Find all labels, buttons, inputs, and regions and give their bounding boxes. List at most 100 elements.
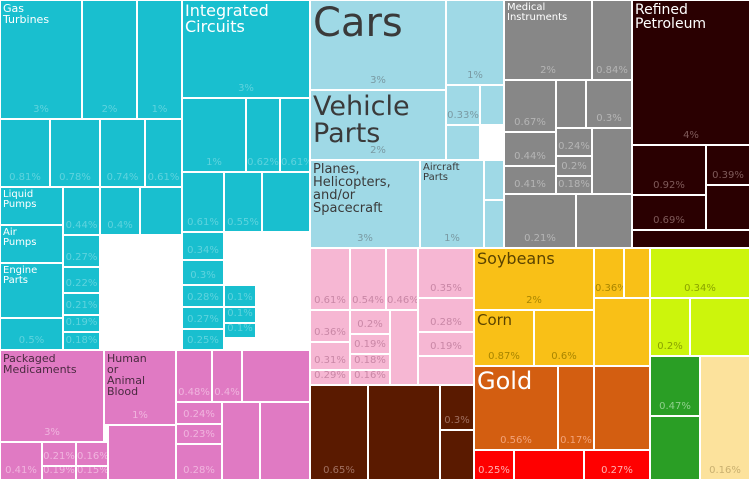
treemap-tile[interactable]: 0.36%: [310, 310, 350, 342]
treemap-tile[interactable]: 0.27%: [63, 235, 100, 267]
treemap-tile[interactable]: 0.54%: [350, 248, 386, 310]
treemap-tile[interactable]: 0.67%: [504, 80, 556, 132]
treemap-tile[interactable]: [556, 80, 586, 128]
treemap-tile[interactable]: 0.81%: [0, 119, 50, 187]
treemap-tile[interactable]: [242, 350, 310, 402]
treemap-tile[interactable]: 0.16%: [350, 370, 390, 385]
treemap-tile[interactable]: [690, 298, 750, 356]
treemap-tile[interactable]: 0.2%: [650, 298, 690, 356]
treemap-tile[interactable]: 0.5%: [0, 318, 63, 350]
treemap-tile[interactable]: 0.24%: [556, 128, 592, 156]
treemap-tile[interactable]: Gold 0.56%: [474, 366, 558, 450]
treemap-tile[interactable]: 0.16%: [700, 356, 750, 480]
treemap-tile[interactable]: [650, 416, 700, 480]
treemap-tile[interactable]: [418, 356, 474, 385]
treemap-tile[interactable]: Refined Petroleum 4%: [632, 0, 750, 145]
treemap-tile[interactable]: 0.19%: [63, 315, 100, 332]
treemap-tile[interactable]: 0.1%: [224, 285, 256, 307]
treemap-tile[interactable]: 0.18%: [350, 354, 390, 370]
treemap-tile[interactable]: Corn 0.87%: [474, 310, 534, 366]
treemap-tile[interactable]: 1%: [446, 0, 504, 85]
treemap-tile[interactable]: [368, 385, 440, 480]
treemap-tile[interactable]: 0.21%: [63, 293, 100, 315]
treemap-tile[interactable]: 0.2%: [556, 156, 592, 176]
treemap-tile[interactable]: Liquid Pumps: [0, 187, 63, 225]
treemap-tile[interactable]: 0.62%: [246, 98, 280, 172]
treemap-tile[interactable]: 0.24%: [176, 402, 222, 424]
treemap-tile[interactable]: Cars 3%: [310, 0, 446, 90]
treemap-tile[interactable]: 0.19%: [350, 334, 390, 354]
treemap-tile[interactable]: 0.3%: [182, 260, 224, 285]
treemap-tile[interactable]: 0.34%: [650, 248, 750, 298]
treemap-tile[interactable]: 0.61%: [310, 248, 350, 310]
treemap-tile[interactable]: [260, 402, 310, 480]
treemap-tile[interactable]: 0.4%: [100, 187, 140, 235]
treemap-tile[interactable]: [576, 194, 632, 248]
treemap-tile[interactable]: 0.17%: [558, 366, 594, 450]
treemap-tile[interactable]: 0.69%: [632, 195, 706, 230]
treemap-tile[interactable]: 0.65%: [310, 385, 368, 480]
treemap-tile[interactable]: [592, 128, 632, 194]
treemap-tile[interactable]: Human or Animal Blood 1%: [104, 350, 176, 425]
treemap-tile[interactable]: [108, 425, 176, 480]
treemap-tile[interactable]: [440, 430, 474, 480]
treemap-tile[interactable]: [632, 230, 750, 248]
treemap-tile[interactable]: 0.22%: [63, 267, 100, 293]
treemap-tile[interactable]: [624, 248, 650, 298]
treemap-tile[interactable]: 0.15%: [76, 466, 108, 480]
treemap-tile[interactable]: 2%: [82, 0, 137, 119]
treemap-tile[interactable]: 0.1%: [224, 323, 256, 338]
treemap-tile[interactable]: [390, 310, 418, 385]
treemap-tile[interactable]: 0.41%: [504, 166, 556, 194]
treemap-tile[interactable]: 0.39%: [706, 145, 750, 185]
treemap-tile[interactable]: 1%: [137, 0, 182, 119]
treemap-tile[interactable]: [262, 172, 310, 232]
treemap-tile[interactable]: 0.25%: [474, 450, 514, 480]
treemap-tile[interactable]: 0.92%: [632, 145, 706, 195]
treemap-tile[interactable]: 0.33%: [446, 85, 480, 125]
treemap-tile[interactable]: 0.19%: [418, 332, 474, 356]
treemap-tile[interactable]: 0.61%: [182, 172, 224, 232]
treemap-tile[interactable]: [222, 402, 260, 480]
treemap-tile[interactable]: 0.44%: [63, 187, 100, 235]
treemap-tile[interactable]: 1%: [182, 98, 246, 172]
treemap-tile[interactable]: Air Pumps: [0, 225, 63, 263]
treemap-tile[interactable]: 0.31%: [310, 342, 350, 370]
treemap-tile[interactable]: 0.3%: [586, 80, 632, 128]
treemap-tile[interactable]: 0.21%: [42, 442, 76, 466]
treemap-tile[interactable]: Engine Parts: [0, 263, 63, 318]
treemap-tile[interactable]: 0.55%: [224, 172, 262, 232]
treemap-tile[interactable]: 0.21%: [504, 194, 576, 248]
treemap-tile[interactable]: 0.2%: [350, 310, 390, 334]
treemap-tile[interactable]: 0.27%: [584, 450, 650, 480]
treemap-tile[interactable]: [446, 125, 480, 160]
treemap-tile[interactable]: [140, 187, 182, 235]
treemap-tile[interactable]: [594, 366, 650, 450]
treemap-tile[interactable]: [594, 298, 650, 366]
treemap-tile[interactable]: 0.25%: [182, 329, 224, 350]
treemap-tile[interactable]: 0.61%: [280, 98, 310, 172]
treemap-tile[interactable]: 0.1%: [224, 307, 256, 323]
treemap-tile[interactable]: 0.16%: [76, 442, 108, 466]
treemap-tile[interactable]: Gas Turbines 3%: [0, 0, 82, 119]
treemap-tile[interactable]: 0.27%: [182, 307, 224, 329]
treemap-tile[interactable]: Aircraft Parts 1%: [420, 160, 484, 248]
treemap-tile[interactable]: 0.4%: [212, 350, 242, 402]
treemap-tile[interactable]: [480, 85, 504, 125]
treemap-tile[interactable]: 0.18%: [556, 176, 592, 194]
treemap-tile[interactable]: 0.74%: [100, 119, 145, 187]
treemap-tile[interactable]: 0.78%: [50, 119, 100, 187]
treemap-tile[interactable]: 0.36%: [594, 248, 624, 298]
treemap-tile[interactable]: 0.28%: [418, 298, 474, 332]
treemap-tile[interactable]: 0.35%: [418, 248, 474, 298]
treemap-tile[interactable]: 0.44%: [504, 132, 556, 166]
treemap-tile[interactable]: Planes, Helicopters, and/or Spacecraft 3%: [310, 160, 420, 248]
treemap-tile[interactable]: 0.23%: [176, 424, 222, 444]
treemap-tile[interactable]: 0.84%: [592, 0, 632, 80]
treemap-tile[interactable]: 0.61%: [145, 119, 182, 187]
treemap-tile[interactable]: 0.34%: [182, 232, 224, 260]
treemap-tile[interactable]: 0.19%: [42, 466, 76, 480]
treemap-tile[interactable]: Soybeans 2%: [474, 248, 594, 310]
treemap-tile[interactable]: 0.46%: [386, 248, 418, 310]
treemap-tile[interactable]: 0.6%: [534, 310, 594, 366]
